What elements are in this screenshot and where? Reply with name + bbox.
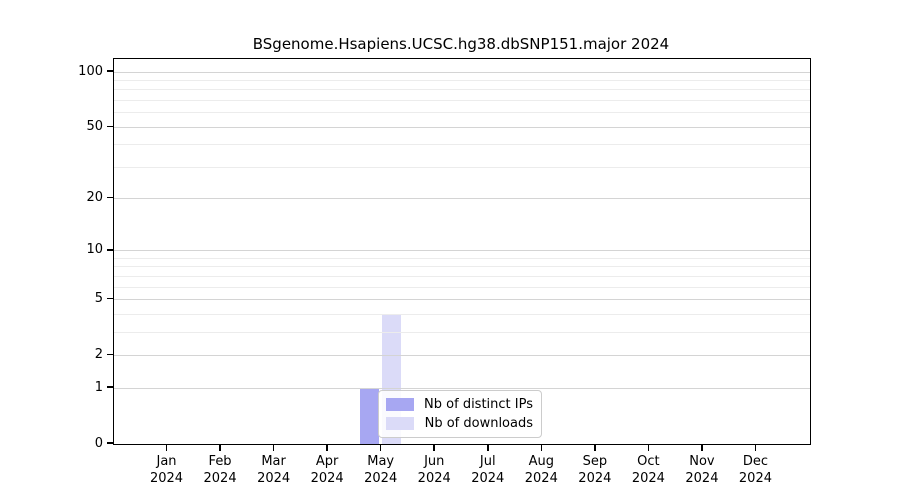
x-tick-label: Nov 2024 (685, 454, 719, 486)
gridline-minor (114, 89, 810, 91)
gridline-major (114, 198, 810, 200)
gridline-minor (114, 100, 810, 102)
x-tick-label: May 2024 (364, 454, 398, 486)
x-tick-mark (433, 444, 435, 451)
y-tick-label: 5 (94, 291, 103, 307)
x-tick-label: Sep 2024 (578, 454, 612, 486)
y-tick-mark (107, 249, 113, 251)
x-tick-label: Oct 2024 (631, 454, 665, 486)
legend-swatch-distinct-ips (386, 398, 414, 411)
plot-area: Nb of distinct IPs Nb of downloads (113, 58, 811, 445)
y-tick-mark (107, 297, 113, 300)
x-tick-mark (487, 444, 489, 451)
gridline-minor (114, 275, 810, 277)
gridline-minor (114, 266, 810, 268)
legend-item-downloads: Nb of downloads (386, 415, 533, 432)
x-tick-mark (701, 444, 703, 451)
legend-label-distinct-ips: Nb of distinct IPs (424, 397, 533, 412)
gridline-major (114, 387, 810, 389)
gridline-minor (114, 331, 810, 333)
legend-label-downloads: Nb of downloads (424, 416, 533, 431)
x-tick-mark (754, 444, 757, 451)
y-tick-label: 2 (94, 346, 103, 362)
chart-title: BSgenome.Hsapiens.UCSC.hg38.dbSNP151.maj… (252, 35, 670, 53)
x-tick-label: Jul 2024 (471, 454, 505, 486)
y-tick-label: 100 (78, 63, 103, 79)
y-tick-label: 10 (86, 242, 103, 258)
y-tick-mark (107, 442, 113, 444)
y-tick-label: 0 (94, 435, 103, 451)
x-tick-mark (540, 444, 543, 451)
gridline-minor (114, 80, 810, 82)
x-tick-label: Jan 2024 (149, 454, 184, 486)
gridline-minor (114, 286, 810, 288)
y-tick-mark (107, 70, 113, 72)
gridline-minor (114, 313, 810, 315)
x-tick-label: Mar 2024 (257, 454, 291, 486)
bar-distinct-ips (359, 388, 379, 444)
legend-swatch-downloads (386, 417, 414, 430)
y-tick-mark (107, 125, 113, 127)
x-tick-mark (272, 444, 275, 451)
y-tick-label: 20 (86, 190, 103, 206)
x-tick-mark (326, 444, 328, 451)
x-tick-label: Aug 2024 (524, 454, 558, 486)
y-tick-mark (107, 386, 113, 388)
gridline-minor (114, 166, 810, 168)
gridline-major (114, 126, 810, 128)
y-tick-label: 1 (94, 379, 103, 395)
x-tick-label: Apr 2024 (310, 454, 344, 486)
x-tick-mark (219, 444, 221, 451)
y-tick-mark (107, 353, 113, 356)
gridline-major (114, 354, 810, 356)
legend-item-distinct-ips: Nb of distinct IPs (386, 396, 533, 413)
gridline-minor (114, 112, 810, 114)
x-tick-mark (379, 444, 382, 451)
gridline-major (114, 299, 810, 301)
y-tick-label: 50 (86, 118, 103, 134)
gridline-minor (114, 144, 810, 146)
legend: Nb of distinct IPs Nb of downloads (378, 390, 542, 438)
x-tick-label: Feb 2024 (203, 454, 237, 486)
x-tick-label: Jun 2024 (417, 454, 451, 486)
x-tick-mark (594, 444, 596, 451)
y-tick-mark (107, 196, 113, 199)
x-tick-label: Dec 2024 (738, 454, 772, 486)
x-tick-mark (647, 444, 650, 451)
x-tick-mark (165, 444, 168, 451)
gridline-major (114, 250, 810, 252)
gridline-major (114, 71, 810, 73)
gridline-minor (114, 258, 810, 259)
